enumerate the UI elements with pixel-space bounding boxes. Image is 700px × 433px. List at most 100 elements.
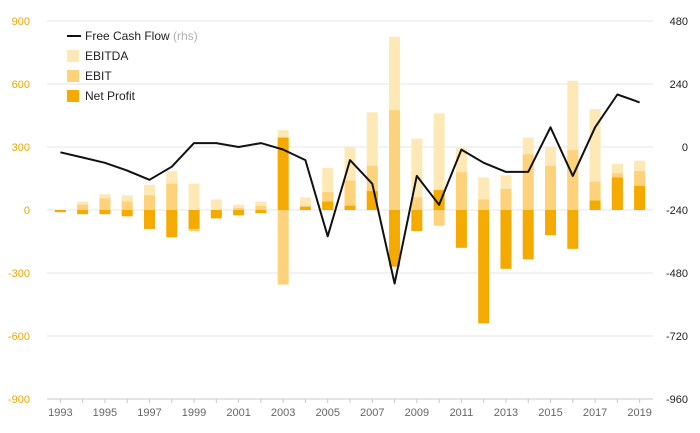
bar-ebit xyxy=(589,181,601,210)
x-tick-label: 1997 xyxy=(137,407,161,419)
bar-ebit xyxy=(322,192,334,210)
bar-ebit xyxy=(411,197,423,210)
y-right-tick-label: -720 xyxy=(666,331,688,343)
bar-ebitda xyxy=(344,147,356,210)
x-tick-label: 2015 xyxy=(538,407,562,419)
axes: 900 600 300 0 -300 -600 -900 480 240 0 -240 -480 -72… xyxy=(8,16,688,419)
bar-net xyxy=(99,210,111,215)
bar-net xyxy=(322,201,334,210)
bar-net xyxy=(366,191,378,210)
bar-ebitda xyxy=(322,168,334,210)
bar-net xyxy=(166,210,178,238)
bar-net xyxy=(411,210,423,231)
bar-net xyxy=(344,205,356,210)
bar-ebitda xyxy=(188,183,200,210)
bar-ebit xyxy=(500,189,512,210)
x-tick-label: 1993 xyxy=(48,407,72,419)
y-left-tick-label: 600 xyxy=(12,79,30,91)
bar-net xyxy=(522,210,534,260)
bar-net xyxy=(255,210,267,214)
bar-ebit xyxy=(433,210,445,226)
y-left-tick-label: -900 xyxy=(8,394,30,406)
y-right-tick-label: -960 xyxy=(666,394,688,406)
bar-net xyxy=(299,206,311,210)
bar-ebitda xyxy=(210,199,222,210)
x-tick-label: 2009 xyxy=(405,407,429,419)
bar-ebitda xyxy=(589,109,601,210)
bar-ebitda xyxy=(299,197,311,210)
bar-ebit xyxy=(545,165,557,210)
bar-ebit xyxy=(233,207,245,210)
bar-ebit xyxy=(277,210,289,285)
legend: Free Cash Flow (rhs) EBITDA EBIT Net Pro… xyxy=(67,29,198,103)
y-left-tick-label: 900 xyxy=(12,16,30,28)
y-right-tick-label: 0 xyxy=(682,142,688,154)
bar-ebit xyxy=(77,204,89,210)
y-left-tick-label: 0 xyxy=(24,205,30,217)
legend-label-net: Net Profit xyxy=(85,89,136,103)
bar-net xyxy=(143,210,155,229)
y-right-tick-label: -240 xyxy=(666,205,688,217)
bar-ebit xyxy=(121,201,133,210)
line-layer xyxy=(60,93,640,285)
bar-ebit xyxy=(99,198,111,210)
x-tick-label: 2003 xyxy=(271,407,295,419)
bar-ebit xyxy=(389,110,401,210)
bar-net xyxy=(233,210,245,216)
y-right-tick-label: -480 xyxy=(666,268,688,280)
bar-ebit xyxy=(455,172,467,210)
bar-ebitda xyxy=(433,113,445,210)
legend-swatch-net xyxy=(67,90,79,102)
x-tick-label: 2017 xyxy=(583,407,607,419)
x-tick-label: 2005 xyxy=(315,407,339,419)
x-tick-label: 1999 xyxy=(182,407,206,419)
bar-ebit xyxy=(344,180,356,210)
x-tick-label: 2013 xyxy=(494,407,518,419)
bar-net xyxy=(77,210,89,215)
bar-net xyxy=(545,210,557,236)
bar-net xyxy=(121,210,133,217)
legend-label-fcf: Free Cash Flow (rhs) xyxy=(85,29,198,43)
bar-net xyxy=(478,210,490,324)
bar-net xyxy=(589,200,601,210)
y-right-tick-label: 480 xyxy=(670,16,688,28)
bar-ebit xyxy=(478,199,490,210)
x-tick-label: 1995 xyxy=(93,407,117,419)
bar-net xyxy=(389,210,401,267)
x-tick-label: 2019 xyxy=(627,407,651,419)
bar-ebit xyxy=(567,150,579,210)
bar-ebitda xyxy=(233,204,245,210)
y-left-tick-label: -300 xyxy=(8,268,30,280)
x-tick-label: 2001 xyxy=(226,407,250,419)
bar-ebitda xyxy=(478,177,490,210)
y-right-tick-label: 240 xyxy=(670,79,688,91)
bar-net xyxy=(188,210,200,229)
bar-ebit xyxy=(166,183,178,210)
bars xyxy=(54,36,646,324)
legend-swatch-ebitda xyxy=(67,50,79,62)
bar-net xyxy=(634,185,646,210)
bar-net xyxy=(433,190,445,210)
line-fcf xyxy=(60,93,640,285)
bar-ebitda xyxy=(366,112,378,210)
bar-net xyxy=(500,210,512,269)
legend-label-ebitda: EBITDA xyxy=(85,49,128,63)
y-left-tick-label: -600 xyxy=(8,331,30,343)
bar-net xyxy=(277,137,289,210)
bar-net xyxy=(54,210,66,213)
bar-net xyxy=(455,210,467,248)
bar-ebitda xyxy=(411,138,423,210)
y-left-tick-label: 300 xyxy=(12,142,30,154)
bar-net xyxy=(210,210,222,219)
bar-ebit xyxy=(143,195,155,210)
x-tick-label: 2007 xyxy=(360,407,384,419)
bar-ebit xyxy=(255,205,267,210)
legend-note-rhs: (rhs) xyxy=(173,29,198,43)
x-tick-label: 2011 xyxy=(450,407,474,419)
legend-swatch-ebit xyxy=(67,70,79,82)
bar-ebit xyxy=(522,154,534,210)
bar-net xyxy=(567,210,579,249)
bar-net xyxy=(611,177,623,210)
legend-label-ebit: EBIT xyxy=(85,69,112,83)
